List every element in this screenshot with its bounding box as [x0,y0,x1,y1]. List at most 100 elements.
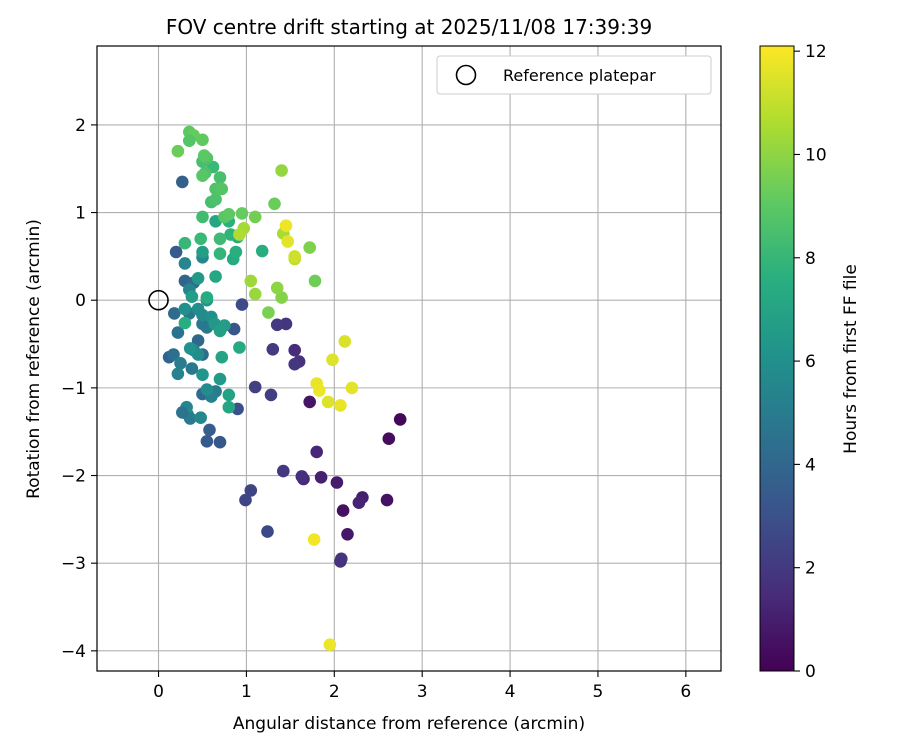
x-tick-label: 5 [593,682,604,702]
chart-title: FOV centre drift starting at 2025/11/08 … [166,15,652,39]
data-point [313,384,326,397]
data-point [196,210,209,224]
data-point [295,470,309,483]
data-point [288,343,302,357]
y-tick-label: 1 [75,204,86,224]
data-points [162,125,407,651]
data-point [275,291,288,304]
data-point [213,171,227,184]
legend-box [436,55,712,95]
x-axis-label: Angular distance from reference (arcmin) [233,714,585,734]
data-point [213,232,227,246]
data-point [233,341,246,354]
data-point [178,316,192,330]
data-point [167,348,180,361]
data-point [380,493,394,507]
data-point [174,357,187,370]
data-point [222,400,236,414]
data-point [277,464,290,478]
data-point [200,383,214,396]
data-point [197,149,211,162]
data-point [194,232,207,246]
data-point [262,306,275,319]
data-point [264,388,278,402]
data-point [261,525,274,538]
data-point [215,182,229,196]
colorbar-tick-label: 2 [805,559,816,579]
data-point [222,388,236,402]
data-point [229,245,243,259]
data-point [341,528,354,541]
data-point [326,353,339,367]
y-tick-label: −1 [61,379,86,399]
colorbar-tick-label: 8 [805,249,816,269]
colorbar-ticks: 0 2 4 6 8 10 12 [794,42,827,682]
colorbar: 0 2 4 6 8 10 12 Hours from first FF file [759,42,861,682]
data-point [235,298,249,311]
data-point [270,281,284,295]
data-point [270,318,284,332]
data-point [200,435,214,448]
data-point [233,228,246,241]
x-tick-label: 0 [153,682,164,702]
data-point [334,399,347,412]
data-point [345,381,359,395]
data-point [203,423,216,437]
x-tick-label: 6 [680,682,691,702]
colorbar-tick-label: 6 [805,352,816,372]
y-axis: 2 1 0 −1 −2 −3 −4 [61,116,97,662]
data-point [268,197,281,211]
data-point [213,435,227,449]
legend-marker-icon [455,64,477,86]
data-point [209,270,222,283]
y-tick-label: −3 [61,554,86,574]
colorbar-gradient [759,45,795,672]
data-point [168,307,181,320]
data-point [213,324,227,338]
data-point [222,208,236,221]
data-point [336,504,350,517]
data-point [248,210,262,224]
data-point [169,245,183,259]
y-tick-label: 0 [75,291,86,311]
data-point [191,334,205,347]
data-point [281,235,295,248]
data-point [352,496,366,510]
data-point [178,302,192,316]
x-tick-label: 4 [505,682,516,702]
y-tick-label: −4 [61,642,86,662]
data-point [266,343,280,356]
data-point [213,247,227,260]
data-point [323,638,337,651]
data-point [275,164,288,177]
data-point [308,274,322,288]
x-tick-label: 1 [241,682,252,702]
data-point [227,322,241,336]
data-point [194,411,207,425]
colorbar-tick-label: 10 [805,145,827,165]
colorbar-label: Hours from first FF file [841,264,861,454]
data-point [176,175,189,189]
data-point [310,445,324,459]
data-point [235,207,249,220]
data-point [255,244,269,258]
data-point [185,362,199,375]
y-axis-label: Rotation from reference (arcmin) [24,219,44,499]
data-point [244,484,258,497]
data-point [183,342,197,355]
data-point [330,476,344,489]
data-point [209,193,222,206]
data-point [303,395,317,409]
data-point [303,241,317,254]
data-point [334,555,347,568]
data-point [307,533,321,546]
data-point [185,290,199,304]
data-point [200,291,214,304]
colorbar-tick-label: 0 [805,662,816,682]
data-point [183,134,196,147]
x-tick-label: 2 [329,682,340,702]
data-point [213,372,227,386]
data-point [178,236,192,250]
colorbar-tick-label: 4 [805,455,816,475]
data-point [279,219,293,232]
